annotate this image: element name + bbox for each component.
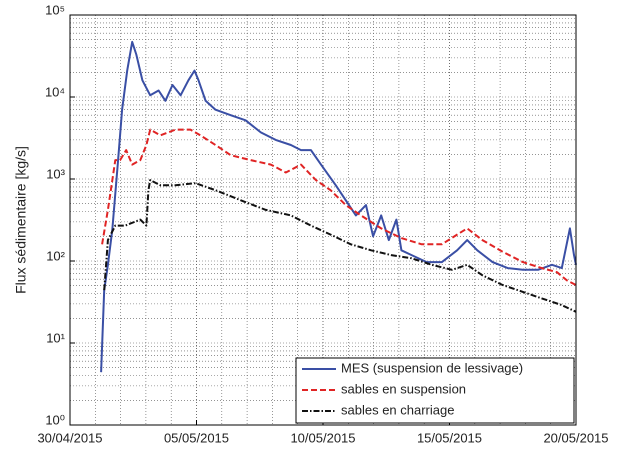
- y-tick-label: 10⁵: [45, 2, 65, 17]
- x-tick-label: 20/05/2015: [543, 430, 608, 445]
- legend-label: sables en charriage: [341, 402, 454, 417]
- x-tick-label: 10/05/2015: [290, 430, 355, 445]
- legend-box: [295, 357, 575, 424]
- y-tick-label: 10⁴: [45, 84, 65, 99]
- series-line: [100, 40, 577, 373]
- legend-label: MES (suspension de lessivage): [341, 360, 523, 375]
- x-tick-label: 30/04/2015: [37, 430, 102, 445]
- legend-label: sables en suspension: [341, 381, 466, 396]
- plot-frame: [69, 14, 577, 426]
- series-line: [101, 128, 577, 286]
- y-tick-label: 10³: [46, 166, 65, 181]
- series-line: [103, 179, 577, 313]
- y-tick-label: 10²: [46, 248, 65, 263]
- x-tick-label: 15/05/2015: [417, 430, 482, 445]
- y-tick-label: 10¹: [46, 330, 65, 345]
- y-axis-label: Flux sédimentaire [kg/s]: [13, 146, 29, 294]
- legend: MES (suspension de lessivage) sables en s…: [295, 357, 575, 424]
- y-tick-label: 10⁰: [45, 412, 65, 427]
- x-tick-label: 05/05/2015: [164, 430, 229, 445]
